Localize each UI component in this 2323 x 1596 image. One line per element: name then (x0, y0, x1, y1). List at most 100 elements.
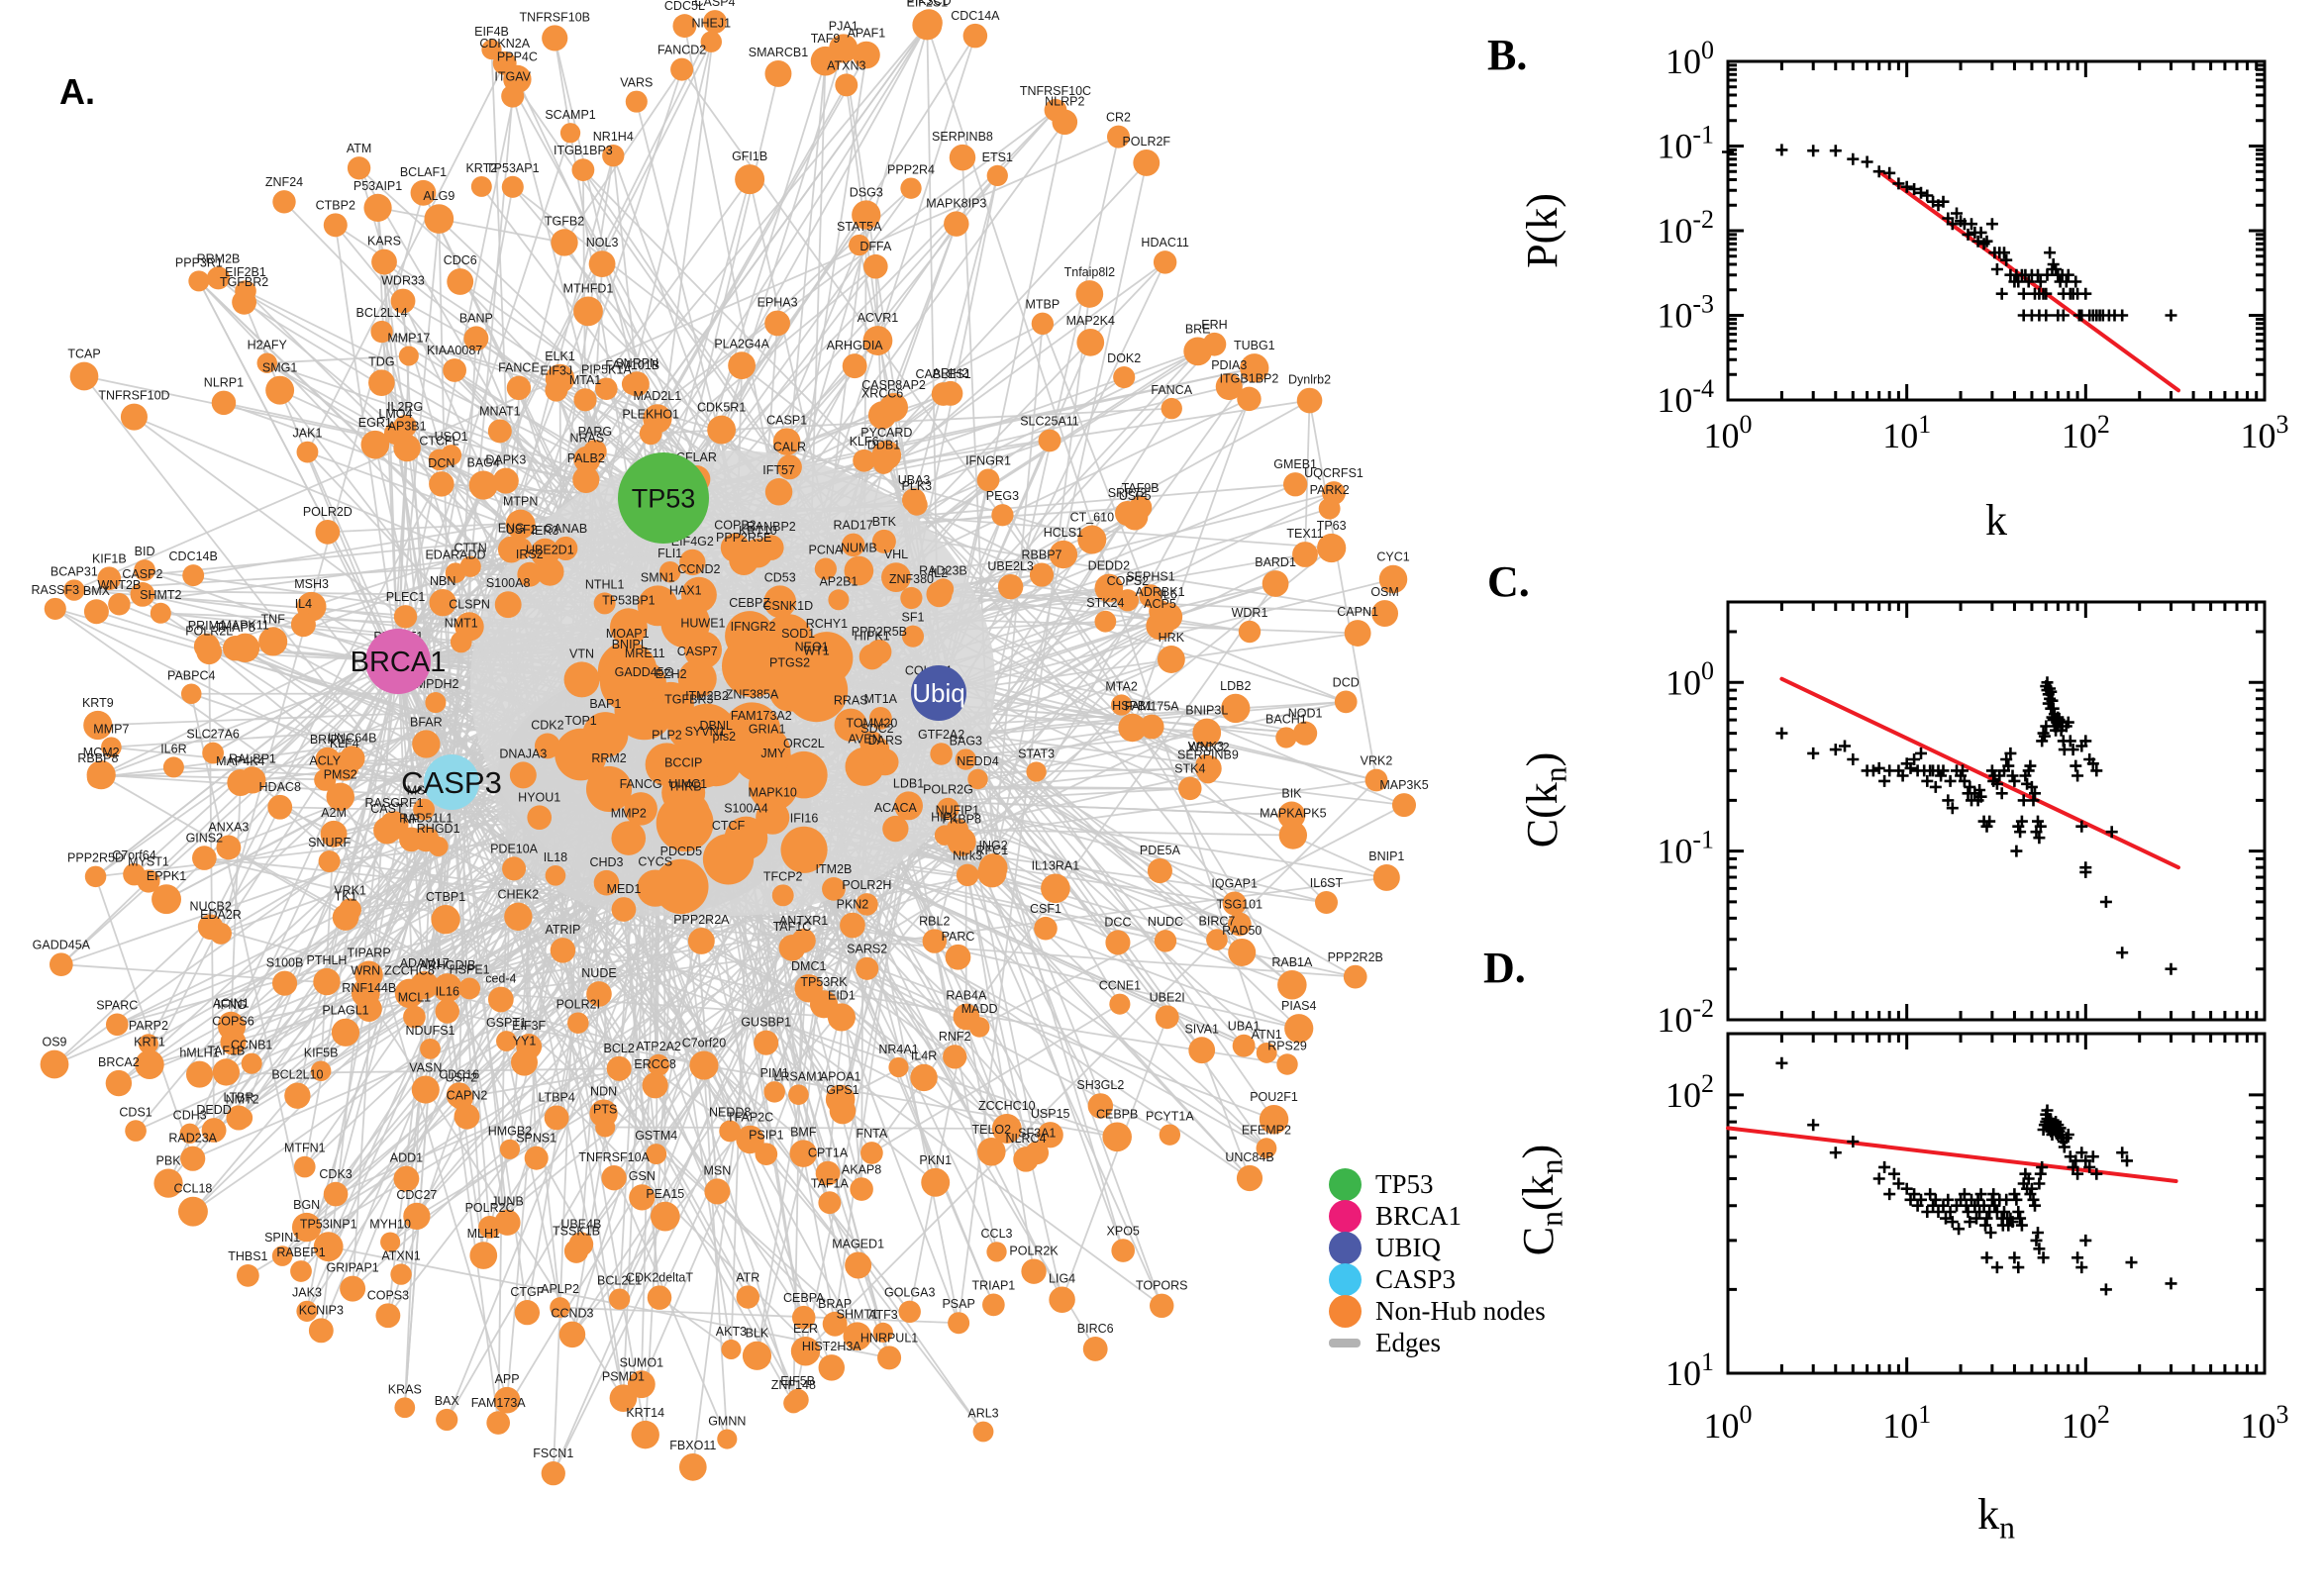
network-node-label: TOMM20 (846, 716, 897, 730)
network-node-label: TNFRSF10D (98, 389, 169, 403)
network-node-label: SPIN1 (264, 1231, 300, 1245)
network-node-label: PDE10A (490, 842, 539, 855)
network-node (1371, 600, 1399, 627)
network-node-label: PLEC1 (386, 590, 426, 604)
network-node (271, 1246, 293, 1266)
network-node-label: POLR2G (923, 783, 973, 797)
network-node-label: CEBPA (783, 1291, 825, 1305)
network-node-label: RCHY1 (806, 617, 848, 631)
network-node-label: PPP2R2B (1328, 950, 1383, 964)
network-node-label: LTBP4 (538, 1090, 574, 1104)
network-node-label: TP53INP1 (300, 1217, 357, 1231)
network-node-label: DMC1 (791, 959, 826, 973)
network-node (1284, 1014, 1314, 1044)
network-node-label: RFC1 (976, 844, 1009, 857)
network-node (429, 471, 454, 497)
network-node-label: H2AFY (248, 338, 288, 351)
network-node-label: IL2RG (387, 400, 423, 414)
network-node-label: MCM2 (83, 746, 120, 759)
network-edge (658, 1296, 732, 1350)
network-node-label: ZCCHC8 (384, 964, 435, 978)
legend-item-edges: Edges (1329, 1327, 1546, 1358)
network-node-label: CTCFL (419, 435, 458, 449)
network-node-label: SLC25A11 (1020, 415, 1079, 429)
network-node-label: PPP4C (497, 50, 538, 64)
network-node-label: ATRIP (545, 923, 580, 937)
network-node-label: SYVN1 (685, 725, 726, 739)
network-node-label: TNFRSF10C (1020, 84, 1091, 98)
network-node-label: EGR1 (358, 416, 392, 430)
network-node (496, 1031, 517, 1051)
network-node (1118, 713, 1147, 743)
network-node-label: BID (135, 545, 155, 558)
network-node-label: NEDD4 (957, 754, 998, 768)
network-edge (823, 595, 1152, 1005)
network-node-label: UBE2I (1150, 990, 1185, 1004)
network-node-label: VRK2 (1361, 754, 1393, 768)
network-node (786, 1388, 809, 1411)
network-node (1021, 1258, 1047, 1284)
network-node-label: GSN (629, 1169, 656, 1183)
network-node-label: COPS6 (212, 1015, 253, 1029)
network-node (882, 815, 909, 843)
network-node-label: HSPB1 (1112, 699, 1153, 713)
network-node-label: BNIPL (612, 638, 648, 651)
network-edge (230, 660, 399, 1026)
network-node-label: BACH1 (1265, 712, 1307, 726)
network-node-label: RNF2 (939, 1030, 971, 1044)
network-node-label: CEBPB (1096, 1108, 1138, 1122)
network-node (982, 1293, 1005, 1317)
network-node-label: DSG3 (850, 185, 883, 199)
network-node-label: IFNG (217, 998, 247, 1012)
network-edge (397, 660, 485, 1256)
network-node-label: SNRPN (615, 356, 658, 370)
network-node-label: SCAMP1 (545, 108, 595, 122)
network-node-label: SHMT1 (837, 1307, 878, 1321)
network-node (1228, 938, 1257, 966)
network-node-label: C7orf64 (112, 848, 156, 862)
network-node-label: TNFRSF10B (519, 10, 590, 24)
network-node-label: PCNA (808, 543, 843, 556)
network-edge (368, 876, 1387, 1010)
network-node-label: TCAP (67, 348, 100, 361)
plot-frame (1726, 1032, 2267, 1375)
network-edge (1304, 400, 1311, 555)
network-node-label: CCNE1 (1099, 979, 1141, 993)
node-swatch-icon (1329, 1167, 1362, 1201)
network-node (315, 747, 341, 773)
network-node (1094, 610, 1117, 633)
network-node (879, 393, 909, 422)
network-node (296, 1300, 318, 1322)
network-node-label: HIP1 (931, 810, 959, 824)
network-node-label: IFNGR1 (965, 454, 1011, 468)
network-node (568, 1232, 594, 1256)
network-node-label: CR2 (1106, 111, 1131, 125)
network-node-label: FLI1 (657, 547, 682, 560)
network-node (589, 1099, 618, 1128)
x-axis-label: k (1985, 496, 2007, 545)
network-node (527, 805, 553, 831)
network-node-label: POLR2D (303, 505, 353, 519)
network-node (707, 415, 737, 445)
network-node (314, 768, 337, 791)
network-node (1111, 1239, 1136, 1262)
network-node (976, 468, 1000, 492)
network-node-label: DFFA (859, 240, 892, 253)
network-node-label: CLSPN (449, 597, 490, 611)
legend-item-ubiq: UBIQ (1329, 1231, 1546, 1264)
network-node-label: ATP2A2 (636, 1040, 681, 1053)
network-node-label: SLC27A6 (186, 728, 240, 742)
network-node (978, 853, 1008, 883)
network-node-label: FSCN1 (533, 1446, 573, 1460)
network-node-label: ATF3 (868, 1308, 898, 1322)
network-node (393, 434, 421, 462)
network-node-label: Tnfaip8l2 (1064, 265, 1115, 279)
network-node (63, 579, 85, 601)
network-node-label: PARK2 (1310, 483, 1350, 497)
network-edge (101, 773, 453, 783)
plot-ticks (1726, 600, 2267, 1022)
network-node (188, 270, 210, 292)
network-node-label: ORC2L (783, 737, 825, 750)
network-node (363, 193, 392, 223)
network-node (101, 737, 122, 758)
